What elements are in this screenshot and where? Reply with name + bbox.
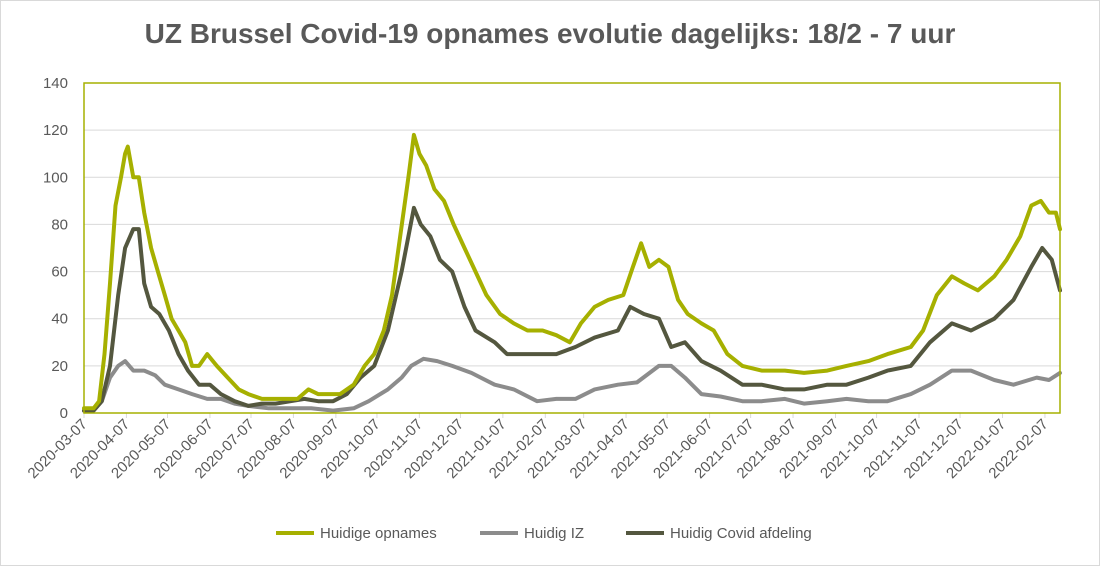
x-axis: 2020-03-072020-04-072020-05-072020-06-07… bbox=[25, 413, 1052, 482]
y-tick-label: 0 bbox=[60, 405, 68, 422]
y-tick-label: 120 bbox=[43, 122, 68, 139]
y-tick-label: 60 bbox=[51, 264, 68, 281]
y-tick-label: 140 bbox=[43, 75, 68, 92]
y-tick-label: 100 bbox=[43, 169, 68, 186]
y-tick-label: 40 bbox=[51, 311, 68, 328]
series-line-huidig-iz bbox=[82, 356, 1062, 413]
series-line-huidige-opnames bbox=[82, 132, 1062, 411]
y-axis: 0 20 40 60 80 100 120 140 bbox=[43, 75, 68, 422]
plot-series bbox=[82, 132, 1062, 413]
series-line-huidig-covid-afdeling bbox=[82, 205, 1062, 413]
legend-label: Huidig IZ bbox=[524, 525, 584, 542]
y-tick-label: 20 bbox=[51, 358, 68, 375]
plot-area-border bbox=[83, 82, 1061, 414]
chart-title: UZ Brussel Covid-19 opnames evolutie dag… bbox=[144, 18, 956, 49]
y-tick-label: 80 bbox=[51, 216, 68, 233]
legend: Huidige opnames Huidig IZ Huidig Covid afd… bbox=[276, 525, 812, 542]
legend-label: Huidig Covid afdeling bbox=[670, 525, 812, 542]
legend-label: Huidige opnames bbox=[320, 525, 437, 542]
